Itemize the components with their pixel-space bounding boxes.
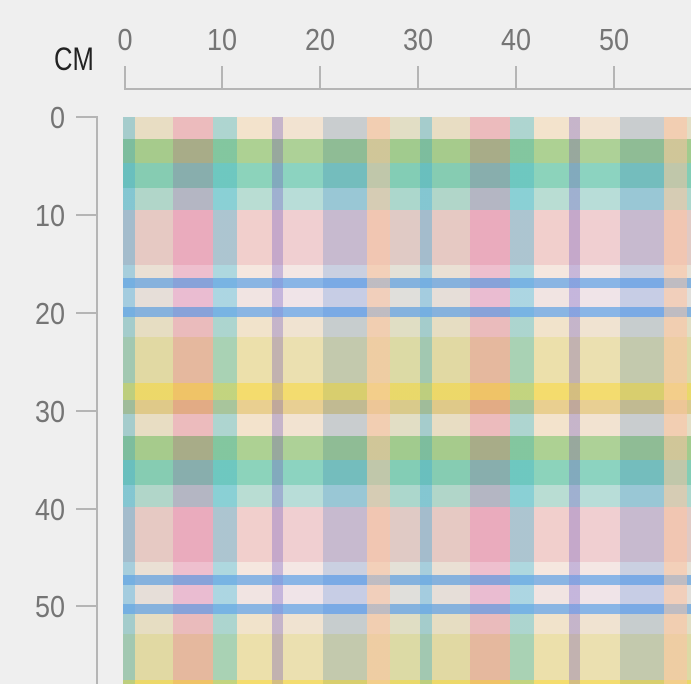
v-ruler-label-20: 20 <box>34 295 65 331</box>
v-ruler-tick-40 <box>76 507 98 510</box>
vertical-ruler-line <box>96 117 98 684</box>
horizontal-ruler-line <box>124 88 691 90</box>
v-ruler-tick-50 <box>76 605 98 608</box>
h-ruler-tick-30 <box>416 66 419 90</box>
v-ruler-label-40: 40 <box>34 491 65 527</box>
h-ruler-tick-10 <box>221 66 224 90</box>
fabric-plaid-swatch[interactable] <box>123 117 691 684</box>
ruler-unit-label: CM <box>54 41 94 77</box>
v-ruler-tick-10 <box>76 214 98 217</box>
v-ruler-label-0: 0 <box>49 100 65 136</box>
v-ruler-label-50: 50 <box>34 589 65 625</box>
h-ruler-label-10: 10 <box>207 22 238 57</box>
v-ruler-tick-0 <box>76 116 98 119</box>
v-ruler-tick-30 <box>76 409 98 412</box>
v-ruler-label-30: 30 <box>34 393 65 429</box>
plaid-columns-overlay-layer <box>123 117 691 684</box>
h-ruler-tick-0 <box>123 66 126 90</box>
h-ruler-label-50: 50 <box>598 22 629 57</box>
h-ruler-label-30: 30 <box>402 22 433 57</box>
h-ruler-tick-50 <box>612 66 615 90</box>
v-ruler-tick-20 <box>76 311 98 314</box>
h-ruler-label-40: 40 <box>500 22 531 57</box>
h-ruler-tick-20 <box>319 66 322 90</box>
h-ruler-label-20: 20 <box>305 22 336 57</box>
h-ruler-tick-40 <box>514 66 517 90</box>
h-ruler-label-0: 0 <box>116 22 133 57</box>
v-ruler-label-10: 10 <box>34 198 65 234</box>
